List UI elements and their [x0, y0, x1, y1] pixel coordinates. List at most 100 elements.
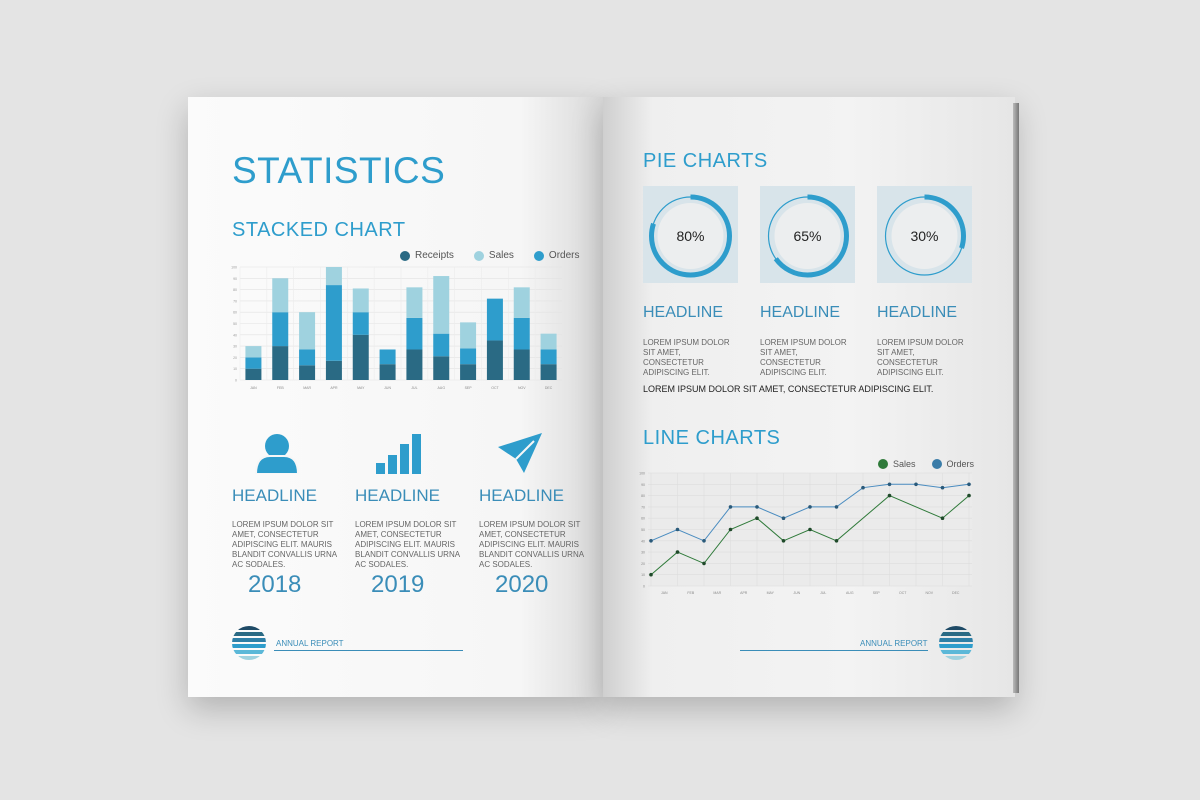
y-tick-label: 20: [641, 562, 645, 566]
pie-note: LOREM IPSUM DOLOR SIT AMET, CONSECTETUR …: [643, 384, 934, 394]
y-tick-label: 40: [641, 539, 645, 543]
y-tick-label: 0: [235, 379, 237, 383]
bar-sales: [460, 322, 477, 349]
y-tick-label: 60: [233, 311, 237, 315]
point-sales: [675, 550, 680, 554]
y-tick-label: 70: [233, 299, 237, 303]
pie-text: LOREM IPSUM DOLOR SIT AMET, CONSECTETUR …: [760, 338, 847, 377]
report-logo: [232, 626, 266, 660]
x-tick-label: NOV: [925, 591, 933, 595]
y-tick-label: 0: [643, 585, 645, 589]
point-orders: [940, 485, 945, 490]
y-tick-label: 50: [641, 528, 645, 532]
footer-rule: [274, 650, 463, 651]
footer-rule: [740, 650, 928, 651]
y-tick-label: 10: [233, 367, 237, 371]
bar-receipts: [325, 360, 342, 380]
bar-orders: [540, 349, 557, 365]
point-orders: [887, 482, 892, 487]
x-tick-label: SEP: [465, 386, 473, 390]
pie-text: LOREM IPSUM DOLOR SIT AMET, CONSECTETUR …: [643, 338, 730, 377]
bar-receipts: [245, 368, 262, 380]
x-tick-label: OCT: [491, 386, 499, 390]
bar-sales: [352, 288, 369, 313]
pie-value-label: 30%: [910, 228, 939, 244]
left-page: [188, 97, 603, 697]
x-tick-label: MAY: [357, 386, 365, 390]
y-tick-label: 30: [233, 345, 237, 349]
legend-sales: Sales: [473, 250, 514, 261]
footer-label: ANNUAL REPORT: [276, 639, 344, 648]
legend-receipts: Receipts: [400, 250, 454, 261]
legend-orders: Orders: [533, 250, 580, 261]
legend-label: Receipts: [415, 250, 454, 261]
page-title: STATISTICS: [232, 150, 446, 191]
point-sales: [967, 493, 971, 498]
report-logo: [939, 626, 973, 660]
y-tick-label: 70: [641, 505, 645, 509]
x-tick-label: JAN: [661, 591, 668, 595]
donut-chart: [649, 194, 732, 278]
donut-center: [891, 203, 958, 269]
y-tick-label: 30: [641, 551, 645, 555]
point-orders: [649, 539, 653, 543]
feature-text: LOREM IPSUM DOLOR SIT AMET, CONSECTETUR …: [355, 520, 460, 569]
line-legend: Sales Orders: [878, 459, 974, 469]
x-tick-label: AUG: [437, 386, 445, 390]
bar-orders: [406, 317, 423, 350]
y-tick-label: 90: [233, 277, 237, 281]
stacked-bar-chart: 0 10 20 30 40 50 60 70 80 90 100 JAN FEB MAR APR MAY JUN…: [231, 266, 562, 390]
orders-swatch: [533, 250, 544, 261]
line-chart: 0 10 20 30 40 50 60 70 80 90 100 JAN FEB MAR APR MAY JUN…: [639, 472, 972, 595]
receipts-swatch: [400, 250, 410, 261]
x-tick-label: APR: [740, 591, 748, 595]
legend-orders: Orders: [931, 459, 974, 469]
bar-orders: [433, 333, 450, 357]
footer-label: ANNUAL REPORT: [860, 639, 928, 648]
point-orders: [834, 505, 839, 509]
pie-headline: HEADLINE: [643, 304, 724, 321]
legend-label: Orders: [548, 250, 580, 261]
bar-sales: [540, 333, 557, 350]
x-tick-label: FEB: [687, 591, 694, 595]
pie-text: LOREM IPSUM DOLOR SIT AMET, CONSECTETUR …: [877, 338, 964, 377]
line-charts-title: LINE CHARTS: [643, 427, 781, 449]
bar-receipts: [272, 346, 289, 380]
user-icon: [254, 432, 300, 479]
x-tick-label: DEC: [952, 591, 960, 595]
y-tick-label: 100: [231, 266, 237, 270]
y-tick-label: 60: [641, 517, 645, 521]
paper-plane-icon: [498, 433, 544, 480]
bar-sales: [513, 287, 530, 318]
bar-orders: [352, 312, 369, 335]
bar-sales: [272, 278, 289, 313]
pie-chart-card: 65%: [760, 186, 855, 283]
x-tick-label: JAN: [250, 386, 257, 390]
bar-sales: [245, 346, 262, 358]
point-orders: [781, 516, 786, 520]
orders-swatch: [931, 459, 942, 469]
page-edges: [1013, 103, 1019, 693]
bar-receipts: [352, 334, 369, 380]
pie-chart-card: 80%: [643, 186, 738, 283]
pie-chart-card: 30%: [877, 186, 972, 283]
sales-swatch: [473, 250, 484, 261]
bar-receipts: [433, 356, 450, 380]
bar-receipts: [540, 364, 557, 380]
point-sales: [834, 539, 839, 543]
x-tick-label: APR: [330, 386, 338, 390]
donut-center: [657, 203, 724, 269]
x-tick-label: JUN: [793, 591, 800, 595]
y-tick-label: 90: [641, 483, 645, 487]
y-tick-label: 20: [233, 356, 237, 360]
x-tick-label: JUL: [820, 591, 826, 595]
x-tick-label: MAR: [713, 591, 721, 595]
pie-charts-title: PIE CHARTS: [643, 150, 768, 172]
donut-center: [774, 203, 841, 269]
x-tick-label: NOV: [518, 386, 526, 390]
point-orders: [755, 505, 759, 509]
donut-arc: [649, 194, 732, 278]
legend-label: Sales: [893, 459, 916, 469]
donut-arc: [766, 194, 849, 278]
feature-headline: HEADLINE: [232, 486, 318, 505]
